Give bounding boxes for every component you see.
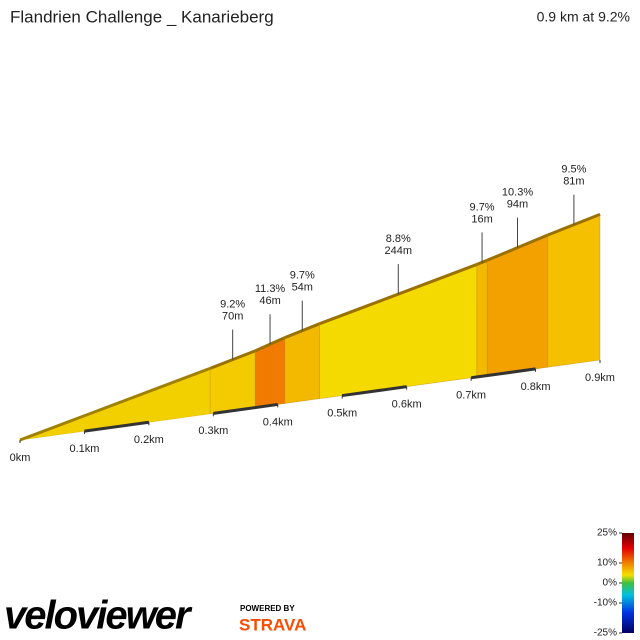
x-tick-label: 0.3km <box>198 425 228 437</box>
legend-tick-label: 0% <box>603 578 618 589</box>
x-tick-label: 0.4km <box>263 416 293 428</box>
segment-gradient-label: 10.3% <box>502 187 533 199</box>
segment-gradient-label: 9.5% <box>561 164 586 176</box>
segment-length-label: 54m <box>292 282 313 294</box>
segment-length-label: 46m <box>259 295 280 307</box>
segment-length-label: 70m <box>222 311 243 323</box>
segment-gradient-label: 8.8% <box>386 233 411 245</box>
subtitle: 0.9 km at 9.2% <box>537 9 630 25</box>
profile-top-edge <box>254 336 286 353</box>
axis-dash <box>84 420 150 433</box>
x-tick-label: 0km <box>10 452 31 464</box>
legend-tick-label: 10% <box>597 558 617 569</box>
x-tick-label: 0.5km <box>327 407 357 419</box>
segment-gradient-label: 9.7% <box>470 201 495 213</box>
legend-tick-label: -10% <box>594 598 617 609</box>
segment-gradient-label: 9.2% <box>220 299 245 311</box>
profile-segment <box>547 213 601 368</box>
profile-segment <box>476 259 488 378</box>
segment-gradient-label: 9.7% <box>290 270 315 282</box>
segment-length-label: 16m <box>471 213 492 225</box>
strava: STRAVA <box>239 615 306 634</box>
segment-gradient-label: 11.3% <box>255 283 286 295</box>
x-tick-label: 0.1km <box>69 443 99 455</box>
x-tick-label: 0.7km <box>456 390 486 402</box>
legend-tick-label: 25% <box>597 528 617 539</box>
legend-tick-label: -25% <box>594 628 617 639</box>
x-tick-label: 0.6km <box>392 399 422 411</box>
axis-dash <box>213 402 278 415</box>
logo: veloviewer <box>4 594 193 638</box>
axis-dash <box>342 385 407 398</box>
profile-top-edge <box>19 366 211 442</box>
powered-by: POWERED BY <box>240 604 295 613</box>
title: Flandrien Challenge _ Kanarieberg <box>10 7 274 26</box>
legend-colorbar <box>622 533 634 633</box>
profile-top-edge <box>209 349 256 370</box>
segment-length-label: 244m <box>385 245 413 257</box>
x-tick-label: 0.9km <box>585 372 615 384</box>
x-tick-label: 0.2km <box>134 434 164 446</box>
segment-length-label: 81m <box>563 176 584 188</box>
x-tick-label: 0.8km <box>521 381 551 393</box>
segment-length-label: 94m <box>507 199 528 211</box>
profile-top-edge <box>476 258 488 266</box>
axis-dash <box>470 367 536 380</box>
